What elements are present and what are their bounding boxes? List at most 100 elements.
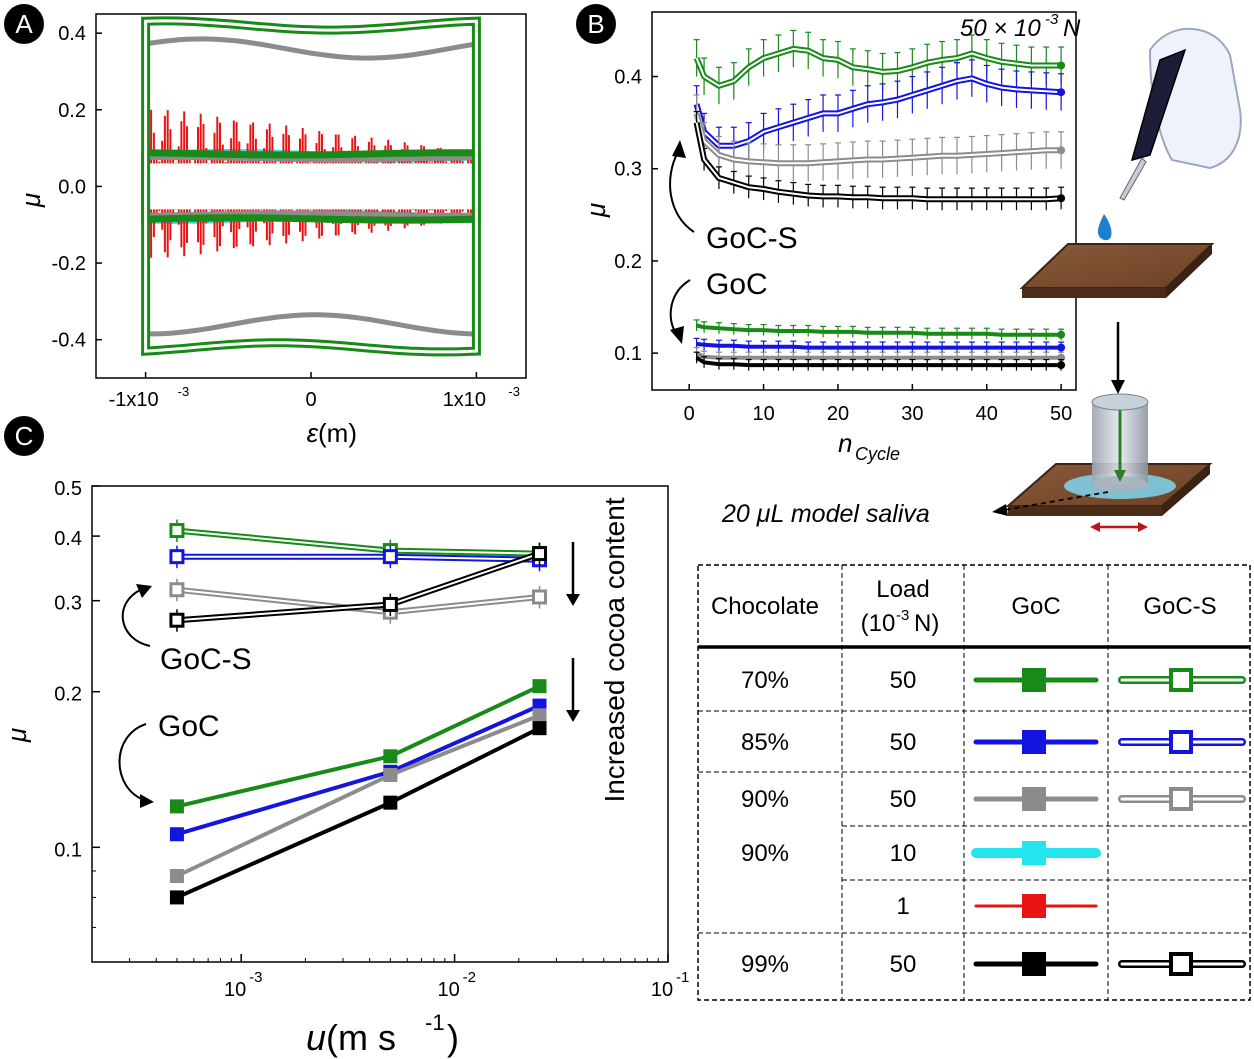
legend-goc-marker [1022,668,1046,692]
panel-b-series-endpoint [1057,330,1066,339]
legend-gocs-marker [1169,730,1193,754]
legend-row-chocolate: 70% [741,667,789,694]
panel-a-xtick-label: 0 [305,389,316,411]
panel-c-marker-open [382,549,398,565]
panel-c-plot: 0.50.40.30.20.110-310-210-1 [54,478,689,1001]
pipette-hand-illustration [1097,27,1242,241]
panel-b: B 0.4 0.3 0.2 0.1 0 10 20 30 40 50 μ n Cycle 50 ×… [576,4,1081,464]
panel-c-ytick-label: 0.2 [54,684,82,706]
panel-a-xlabel-symbol: ε [307,418,319,448]
panel-c-marker-open [169,582,185,598]
panel-c-xtick-exp: -3 [249,969,262,986]
panel-a-loop-1mN [144,109,478,258]
panel-b-xtick-label: 40 [976,403,998,425]
panel-c-marker-filled [383,749,398,764]
panel-b-series-gocs-inner [695,47,1062,87]
legend-row-load: 50 [890,786,917,813]
down-arrow-head [1111,380,1125,394]
legend-goc-marker [1022,952,1046,976]
panel-c-xtick-base: 10 [437,979,459,1001]
panel-a-plot: 0.4 0.2 0.0 -0.2 -0.4 -1x10 -3 0 1x10 -3 [52,16,520,411]
legend-row-load: 50 [890,667,917,694]
panel-c-ytick-label: 0.5 [54,478,82,500]
legend-goc-marker [1022,787,1046,811]
panel-b-ytick-label: 0.3 [614,159,642,181]
panel-b-arrow-goc [669,279,691,335]
panel-b-series-endpoint [1057,361,1066,370]
chocolate-plate-top [1019,243,1215,298]
panel-a-xtick-exp: -3 [178,384,190,399]
panel-a-xtick-label: -1x10 [109,389,159,411]
panel-a-xtick-exp: -3 [508,384,520,399]
legend-row-load: 10 [890,840,917,867]
panel-b-ytick-label: 0.2 [614,251,642,273]
panel-a-loop-gray-goc [142,153,480,220]
legend-table-frame [697,564,1251,1001]
panel-c-marker-open [169,612,185,628]
saliva-label: 20 μL model saliva [721,500,930,528]
panel-c-series-goc [176,713,541,878]
legend-header-load-unit-b: N) [914,610,939,637]
panel-b-badge [576,4,616,44]
legend-row-chocolate: 85% [741,729,789,756]
panel-a-badge [4,4,44,44]
panel-a-ytick-label: 0.4 [58,23,86,45]
panel-c-arrowhead-gocs [136,584,152,598]
panel-c-frame [91,485,669,963]
legend-row-load: 50 [890,951,917,978]
panel-c-label-goc: GoC [158,710,220,743]
panel-b-plot: 0.4 0.3 0.2 0.1 0 10 20 30 40 50 [614,29,1072,425]
legend-row-load: 1 [896,893,909,920]
panel-a-xlabel-unit: (m) [318,418,357,448]
saliva-drop-icon [1097,214,1112,241]
panel-b-xtick-label: 10 [752,403,774,425]
legend-gocs-marker [1169,668,1193,692]
panel-b-series-endpoint [1057,146,1066,155]
legend-goc-marker [1022,841,1046,865]
panel-c-xlabel-close: ) [447,1017,459,1058]
panel-b-series-gocs-inner [695,122,1062,201]
panel-a-frame [95,13,527,379]
panel-b-series-endpoint [1057,194,1066,203]
legend-header-gocs: GoC-S [1143,593,1216,620]
panel-c-arrow-gocs [121,589,151,647]
panel-b-label-goc: GoC [706,268,768,301]
legend-header-load-unit-a: (10 [861,610,896,637]
legend-header-load: Load [876,576,929,603]
panel-c: C 0.50.40.30.20.110-310-210-1 μ u (m s -… [2,416,689,1058]
panel-c-xtick-exp: -1 [676,969,689,986]
legend-goc-marker [1022,894,1046,918]
panel-c-marker-open [169,549,185,565]
panel-c-marker-filled [169,890,184,905]
panel-c-arrow-goc [118,723,147,801]
panel-a-xtick-label: 1x10 [443,389,486,411]
panel-b-letter: B [587,9,604,39]
panel-c-arrowhead-goc [140,794,154,808]
panel-a-ytick-label: 0.2 [58,100,86,122]
panel-b-series-goc [695,355,1062,368]
panel-c-xlabel-unit: (m s [326,1017,396,1058]
legend-header-chocolate: Chocolate [711,593,819,620]
panel-c-xtick-base: 10 [224,979,246,1001]
panel-a-loop-green-gocs [141,16,481,357]
panel-a-ytick-label: 0.0 [58,176,86,198]
panel-b-arrowhead-goc [670,326,684,344]
panel-c-xtick-base: 10 [651,979,673,1001]
panel-c-label-gocs: GoC-S [160,643,252,676]
panel-b-arrowhead-gocs [672,140,686,158]
panel-c-marker-open [532,546,548,562]
panel-c-marker-filled [532,679,547,694]
legend-header-load-exp: -3 [896,607,909,624]
panel-b-series-endpoint [1057,343,1066,352]
panel-c-xlabel-exp: -1 [425,1010,445,1035]
legend-header-goc: GoC [1011,593,1060,620]
panel-a-loop-green-gocs-inner [144,19,478,354]
panel-c-badge [4,416,44,456]
panel-b-xtick-label: 20 [827,403,849,425]
panel-b-xlabel-n: n [838,428,852,458]
probe-cylinder [1091,393,1149,492]
panel-b-frame [651,11,1077,391]
panel-c-ylabel: μ [2,728,32,743]
panel-b-series-goc [696,341,1062,350]
